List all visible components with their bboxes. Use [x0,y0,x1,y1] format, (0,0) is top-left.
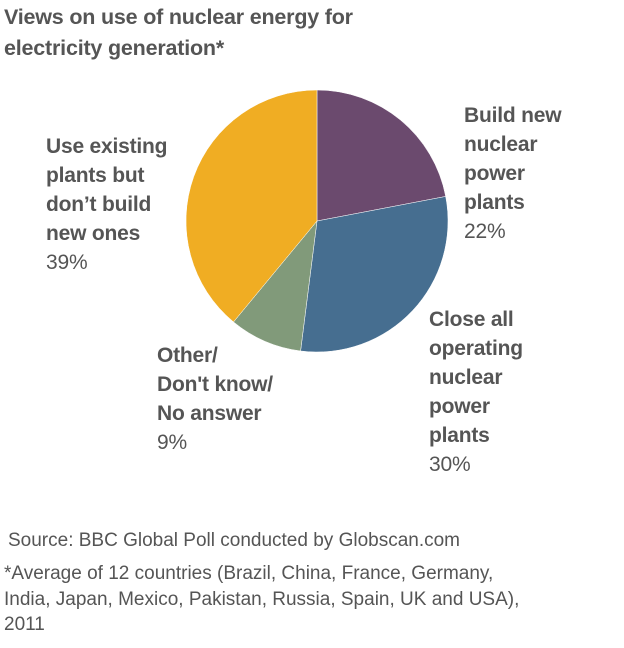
chart-title-line-1: Views on use of nuclear energy for [4,5,353,29]
label-use-existing-line-1: Use existing [46,135,168,158]
label-use-existing-name: Use existing plants but don’t build new … [46,132,168,248]
chart-title-line-2: electricity generation* [4,36,225,60]
chart-title: Views on use of nuclear energy for elect… [4,2,604,64]
label-build-new-name: Build new nuclear power plants [464,101,562,217]
source-note: Source: BBC Global Poll conducted by Glo… [8,530,461,551]
label-other-percent: 9% [157,431,187,454]
slice-close-all [300,196,449,353]
footnote-line-1: *Average of 12 countries (Brazil, China,… [4,563,494,584]
label-close-all: Close all operating nuclear power plants… [429,305,523,479]
label-close-all-line-4: power [429,395,490,418]
label-close-all-percent: 30% [429,453,471,476]
label-close-all-line-5: plants [429,424,490,447]
label-build-new-line-3: power [464,162,525,185]
label-build-new-line-1: Build new [464,104,562,127]
footnote-line-3: 2011 [4,614,45,635]
footnote: *Average of 12 countries (Brazil, China,… [4,561,614,638]
label-other-line-1: Other/ [157,344,218,367]
label-build-new: Build new nuclear power plants 22% [464,101,562,246]
slice-build-new [316,89,446,222]
label-build-new-percent: 22% [464,220,506,243]
label-use-existing-percent: 39% [46,251,88,274]
label-other-name: Other/ Don't know/ No answer [157,341,273,428]
label-other-line-3: No answer [157,402,262,425]
footnote-line-2: India, Japan, Mexico, Pakistan, Russia, … [4,588,520,610]
label-use-existing-line-3: don’t build [46,193,152,216]
label-use-existing: Use existing plants but don’t build new … [46,132,168,277]
label-other-line-2: Don't know/ [157,373,273,396]
label-use-existing-line-4: new ones [46,222,141,245]
label-close-all-line-2: operating [429,337,523,360]
label-close-all-name: Close all operating nuclear power plants [429,305,523,450]
label-use-existing-line-2: plants but [46,164,145,187]
label-other: Other/ Don't know/ No answer 9% [157,341,273,457]
label-close-all-line-3: nuclear [429,366,503,389]
label-close-all-line-1: Close all [429,308,514,331]
label-build-new-line-2: nuclear [464,133,538,156]
label-build-new-line-4: plants [464,191,525,214]
slice-use-existing [185,89,318,323]
